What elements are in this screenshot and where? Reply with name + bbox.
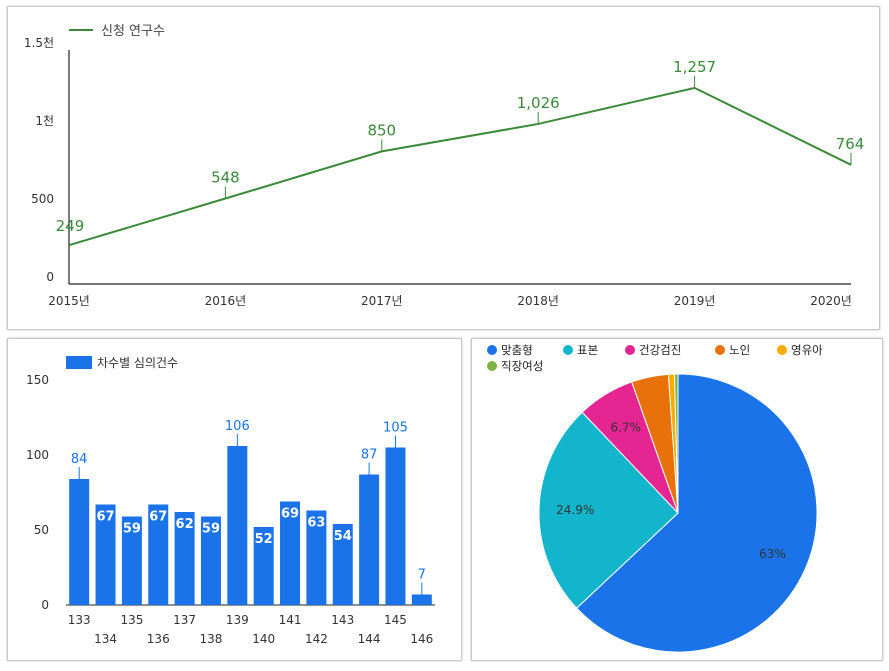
data-label: 1,257 (673, 58, 716, 76)
legend-label: 차수별 심의건수 (97, 356, 178, 370)
y-tick-label: 500 (31, 192, 54, 206)
x-tick-label: 2016년 (205, 294, 247, 308)
data-label: 106 (225, 419, 250, 434)
legend-dot (487, 345, 497, 355)
legend-label: 건강검진 (639, 343, 681, 357)
x-tick-label: 2019년 (674, 294, 716, 308)
data-label: 105 (383, 421, 408, 436)
x-tick-label: 2018년 (517, 294, 559, 308)
x-tick-label: 137 (173, 613, 196, 627)
pie-slice (575, 373, 818, 653)
slice-label: 6.7% (610, 421, 641, 435)
data-label: 764 (836, 135, 865, 153)
legend-dot (777, 345, 787, 355)
bar-chart: 차수별 심의건수 0 50 100 150 84 133 67 134 59 135 67 136 62 1… (26, 356, 435, 646)
x-tick-label: 145 (384, 613, 407, 627)
legend-label: 표본 (577, 343, 598, 357)
bar (359, 474, 380, 605)
x-tick-label: 2015년 (48, 294, 90, 308)
bar (148, 504, 169, 605)
x-tick-label: 136 (147, 632, 170, 646)
legend-dot (563, 345, 573, 355)
data-label: 7 (418, 568, 426, 583)
bar-chart-panel: 차수별 심의건수 0 50 100 150 84 133 67 134 59 135 67 136 62 1… (7, 338, 462, 661)
data-label: 59 (123, 522, 141, 537)
legend-dot (715, 345, 725, 355)
line-chart-panel: 신청 연구수 0 500 1천 1.5천 2015년 2016년 2017년 2018년 2019… (7, 6, 880, 330)
y-tick-label: 50 (34, 523, 49, 537)
legend-label: 신청 연구수 (101, 24, 165, 39)
y-tick-label: 100 (26, 448, 49, 462)
bar (411, 594, 432, 605)
bar (385, 447, 406, 605)
legend-swatch (66, 356, 92, 369)
y-tick-label: 150 (26, 373, 49, 387)
x-tick-label: 146 (410, 632, 433, 646)
legend-dot (625, 345, 635, 355)
x-tick-label: 141 (279, 613, 302, 627)
bar (69, 479, 90, 605)
legend-label: 맞춤형 (501, 343, 533, 357)
data-label: 59 (202, 522, 220, 537)
legend-dot (487, 361, 497, 371)
x-tick-label: 2020년 (810, 294, 852, 308)
data-label: 548 (211, 169, 240, 187)
x-tick-label: 2017년 (361, 294, 403, 308)
data-label: 67 (96, 510, 114, 525)
bar (121, 516, 142, 605)
bar (253, 527, 274, 605)
x-tick-label: 144 (358, 632, 381, 646)
line-chart: 신청 연구수 0 500 1천 1.5천 2015년 2016년 2017년 2018년 2019… (24, 24, 865, 308)
y-tick-label: 1천 (35, 113, 54, 128)
series-line (68, 86, 852, 247)
x-tick-label: 138 (200, 632, 223, 646)
bar (280, 501, 301, 605)
x-tick-label: 134 (94, 632, 117, 646)
data-label: 84 (71, 452, 88, 467)
data-label: 87 (361, 448, 378, 463)
slice-label: 24.9% (556, 503, 594, 517)
data-label: 63 (307, 516, 325, 531)
y-tick-label: 0 (41, 598, 49, 612)
bar (174, 512, 195, 605)
data-label: 249 (56, 217, 85, 235)
pie-slice (538, 411, 679, 609)
y-tick-label: 0 (46, 270, 54, 284)
slice-label: 63% (759, 547, 786, 561)
bar (95, 504, 116, 605)
x-tick-label: 142 (305, 632, 328, 646)
bar (306, 510, 327, 605)
legend-label: 직장여성 (501, 359, 543, 373)
x-tick-label: 140 (252, 632, 275, 646)
x-tick-label: 143 (331, 613, 354, 627)
legend-label: 영유아 (791, 343, 823, 357)
data-label: 67 (149, 510, 167, 525)
x-tick-label: 139 (226, 613, 249, 627)
legend-label: 노인 (729, 343, 750, 357)
data-label: 62 (176, 517, 194, 532)
bar (200, 516, 221, 605)
bar (332, 524, 353, 605)
data-label: 850 (367, 121, 396, 139)
x-tick-label: 133 (68, 613, 91, 627)
bar (227, 446, 248, 605)
data-label: 54 (334, 529, 352, 544)
data-label: 52 (255, 532, 273, 547)
x-tick-label: 135 (120, 613, 143, 627)
data-label: 69 (281, 507, 299, 522)
y-tick-label: 1.5천 (24, 35, 54, 50)
data-label: 1,026 (517, 94, 560, 112)
pie-slice (673, 373, 679, 514)
